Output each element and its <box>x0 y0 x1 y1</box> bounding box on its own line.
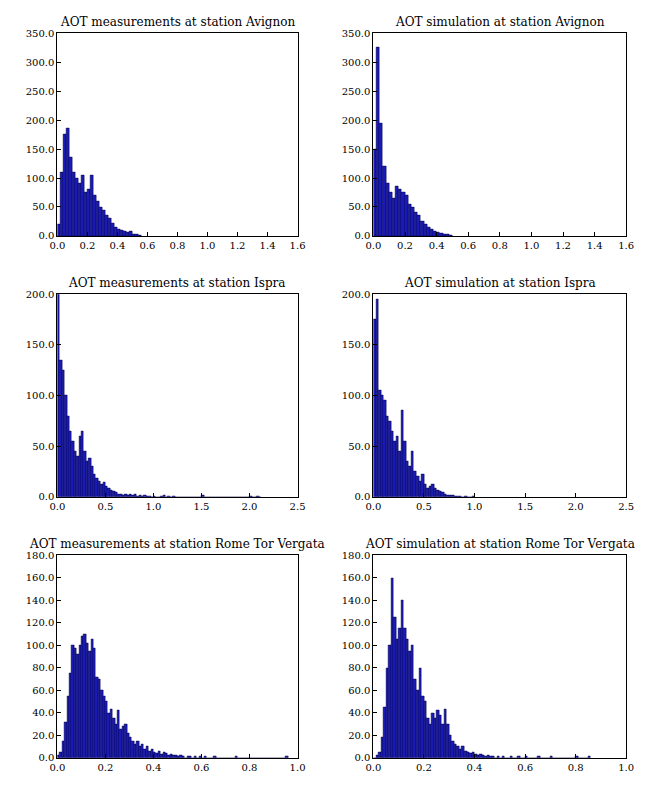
svg-text:0.0: 0.0 <box>38 230 54 241</box>
svg-text:AOT measurements at station Av: AOT measurements at station Avignon <box>60 15 295 29</box>
svg-text:60.0: 60.0 <box>348 685 370 696</box>
svg-text:1.2: 1.2 <box>555 240 571 251</box>
svg-text:AOT simulation at station Ispr: AOT simulation at station Ispra <box>404 276 596 290</box>
svg-text:50.0: 50.0 <box>32 441 54 452</box>
svg-text:100.0: 100.0 <box>342 390 371 401</box>
svg-text:150.0: 150.0 <box>342 339 371 350</box>
svg-text:80.0: 80.0 <box>32 662 54 673</box>
svg-text:300.0: 300.0 <box>342 57 371 68</box>
svg-text:250.0: 250.0 <box>342 86 371 97</box>
svg-text:1.0: 1.0 <box>146 501 162 512</box>
svg-text:300.0: 300.0 <box>26 57 55 68</box>
svg-text:0.4: 0.4 <box>109 240 125 251</box>
svg-text:2.5: 2.5 <box>618 501 634 512</box>
svg-text:200.0: 200.0 <box>26 289 55 300</box>
svg-text:0.5: 0.5 <box>97 501 113 512</box>
svg-text:1.4: 1.4 <box>587 240 603 251</box>
svg-text:0.6: 0.6 <box>460 240 476 251</box>
svg-text:140.0: 140.0 <box>342 595 371 606</box>
svg-text:2.0: 2.0 <box>568 501 584 512</box>
svg-text:200.0: 200.0 <box>342 289 371 300</box>
svg-text:120.0: 120.0 <box>26 617 55 628</box>
svg-text:140.0: 140.0 <box>26 595 55 606</box>
svg-text:0.2: 0.2 <box>416 762 432 773</box>
svg-text:20.0: 20.0 <box>348 730 370 741</box>
svg-text:150.0: 150.0 <box>26 339 55 350</box>
svg-text:250.0: 250.0 <box>26 86 55 97</box>
svg-text:0.8: 0.8 <box>242 762 258 773</box>
svg-text:0.0: 0.0 <box>354 230 370 241</box>
svg-text:0.2: 0.2 <box>397 240 413 251</box>
svg-text:1.0: 1.0 <box>290 762 306 773</box>
svg-text:0.2: 0.2 <box>79 240 95 251</box>
svg-text:1.0: 1.0 <box>523 240 539 251</box>
svg-text:100.0: 100.0 <box>342 173 371 184</box>
svg-text:1.0: 1.0 <box>467 501 483 512</box>
svg-text:100.0: 100.0 <box>342 640 371 651</box>
svg-text:AOT measurements at station Is: AOT measurements at station Ispra <box>68 276 286 290</box>
svg-text:150.0: 150.0 <box>342 144 371 155</box>
svg-text:0.5: 0.5 <box>416 501 432 512</box>
svg-text:0.8: 0.8 <box>492 240 508 251</box>
svg-text:40.0: 40.0 <box>348 707 370 718</box>
svg-text:0.8: 0.8 <box>170 240 186 251</box>
svg-text:2.5: 2.5 <box>290 501 306 512</box>
svg-text:0.6: 0.6 <box>517 762 533 773</box>
svg-text:1.0: 1.0 <box>618 762 634 773</box>
svg-text:180.0: 180.0 <box>26 550 55 561</box>
svg-text:1.2: 1.2 <box>230 240 246 251</box>
svg-text:0.4: 0.4 <box>146 762 162 773</box>
svg-text:0.2: 0.2 <box>97 762 113 773</box>
svg-text:150.0: 150.0 <box>26 144 55 155</box>
svg-text:50.0: 50.0 <box>348 201 370 212</box>
svg-text:350.0: 350.0 <box>342 28 371 39</box>
svg-text:0.8: 0.8 <box>568 762 584 773</box>
svg-text:1.4: 1.4 <box>260 240 276 251</box>
svg-text:180.0: 180.0 <box>342 550 371 561</box>
svg-text:0.0: 0.0 <box>49 762 65 773</box>
svg-text:100.0: 100.0 <box>26 390 55 401</box>
svg-text:0.4: 0.4 <box>429 240 445 251</box>
svg-text:0.0: 0.0 <box>38 491 54 502</box>
svg-text:0.0: 0.0 <box>365 240 381 251</box>
svg-text:60.0: 60.0 <box>32 685 54 696</box>
svg-text:0.0: 0.0 <box>354 752 370 763</box>
svg-text:0.0: 0.0 <box>354 491 370 502</box>
svg-text:0.6: 0.6 <box>194 762 210 773</box>
svg-text:1.5: 1.5 <box>194 501 210 512</box>
svg-text:160.0: 160.0 <box>26 572 55 583</box>
svg-text:50.0: 50.0 <box>32 201 54 212</box>
svg-text:0.4: 0.4 <box>467 762 483 773</box>
svg-text:1.5: 1.5 <box>517 501 533 512</box>
svg-text:80.0: 80.0 <box>348 662 370 673</box>
svg-text:350.0: 350.0 <box>26 28 55 39</box>
svg-text:120.0: 120.0 <box>342 617 371 628</box>
svg-text:AOT simulation at station Rome: AOT simulation at station Rome Tor Verga… <box>365 537 635 551</box>
svg-text:0.0: 0.0 <box>49 240 65 251</box>
svg-text:1.6: 1.6 <box>290 240 306 251</box>
svg-text:AOT simulation at station Avig: AOT simulation at station Avignon <box>395 15 605 29</box>
svg-text:160.0: 160.0 <box>342 572 371 583</box>
svg-text:0.6: 0.6 <box>140 240 156 251</box>
svg-text:100.0: 100.0 <box>26 640 55 651</box>
svg-text:0.0: 0.0 <box>38 752 54 763</box>
svg-text:1.6: 1.6 <box>618 240 634 251</box>
svg-text:200.0: 200.0 <box>26 115 55 126</box>
svg-text:0.0: 0.0 <box>49 501 65 512</box>
svg-text:0.0: 0.0 <box>365 501 381 512</box>
svg-text:50.0: 50.0 <box>348 441 370 452</box>
svg-text:AOT measurements at station Ro: AOT measurements at station Rome Tor Ver… <box>29 537 325 551</box>
svg-text:2.0: 2.0 <box>242 501 258 512</box>
svg-text:100.0: 100.0 <box>26 173 55 184</box>
svg-text:40.0: 40.0 <box>32 707 54 718</box>
svg-text:1.0: 1.0 <box>200 240 216 251</box>
svg-text:0.0: 0.0 <box>365 762 381 773</box>
svg-text:200.0: 200.0 <box>342 115 371 126</box>
svg-text:20.0: 20.0 <box>32 730 54 741</box>
